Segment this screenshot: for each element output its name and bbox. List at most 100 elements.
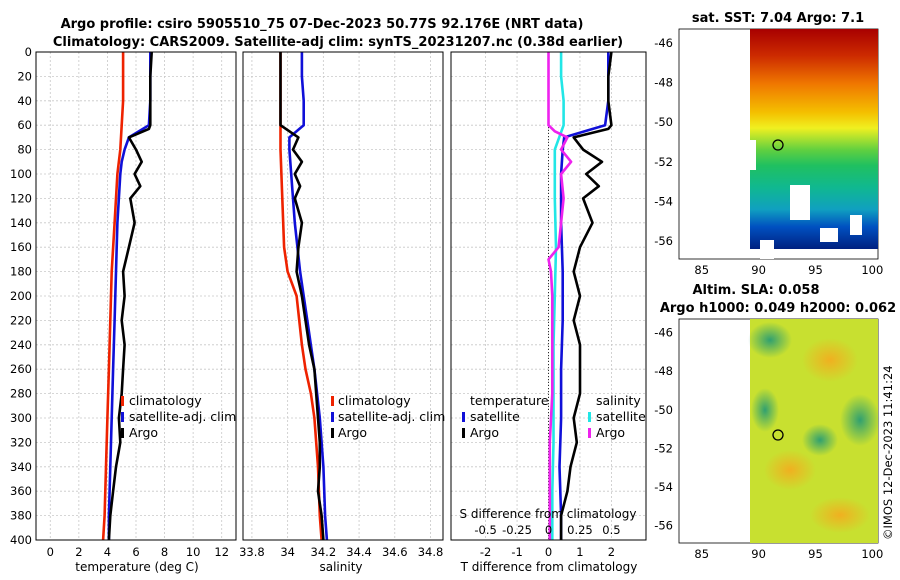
x-tick-label: 34 bbox=[280, 545, 295, 559]
y-tick-label: 0 bbox=[25, 45, 32, 59]
map-lon-tick: 85 bbox=[694, 263, 709, 277]
sla-eddy bbox=[764, 450, 816, 490]
grid bbox=[36, 51, 236, 541]
sla-argo-marker bbox=[772, 429, 784, 441]
salinity-xlabel: salinity bbox=[319, 560, 362, 574]
series-line-argo bbox=[107, 51, 153, 541]
legend-salinity-title: salinity bbox=[596, 393, 641, 408]
legend-argo-swatch bbox=[331, 428, 334, 438]
map-lat-tick: -56 bbox=[654, 519, 673, 533]
x-tick-label: -1 bbox=[511, 545, 522, 559]
difference-profile-panel: -2 -1 0 1 2 -0.5 -0.25 0 0.25 0.5 bbox=[450, 51, 647, 559]
y-tick-label: 260 bbox=[10, 362, 32, 376]
sla-map-title2: Argo h1000: 0.049 h2000: 0.062 bbox=[660, 301, 896, 316]
legend-climatology-swatch bbox=[331, 396, 334, 406]
x2-tick-label: 0.25 bbox=[567, 523, 593, 537]
legend-s-satellite-label: satellite bbox=[596, 409, 646, 424]
imos-watermark: ©IMOS 12-Dec-2023 11:41:24 bbox=[881, 365, 895, 540]
sla-eddy bbox=[802, 338, 858, 382]
legend-climatology-label: climatology bbox=[129, 393, 202, 408]
salinity-profile-panel: 33.8 34 34.2 34.4 34.6 34.8 bbox=[239, 51, 444, 559]
map-lon-tick: 90 bbox=[751, 547, 766, 561]
legend-s-argo-swatch bbox=[588, 428, 591, 438]
map-lat-tick: -50 bbox=[654, 403, 673, 417]
map-lat-tick: -46 bbox=[654, 326, 673, 340]
sst-cloud-mask bbox=[850, 215, 862, 235]
plot-frame bbox=[450, 51, 647, 541]
sst-land-mask bbox=[750, 140, 756, 170]
y-tick-label: 360 bbox=[10, 484, 32, 498]
x-tick-label: 33.8 bbox=[239, 545, 265, 559]
series-line-argo-t-diff bbox=[559, 51, 613, 540]
series-line-argo bbox=[279, 52, 325, 541]
y-tick-label: 20 bbox=[17, 69, 32, 83]
sla-eddy bbox=[810, 497, 870, 533]
y-tick-label: 240 bbox=[10, 338, 32, 352]
y-tick-label: 320 bbox=[10, 435, 32, 449]
figure-title-line2: Climatology: CARS2009. Satellite-adj cli… bbox=[53, 35, 623, 50]
sla-eddy bbox=[748, 322, 792, 358]
legend-argo-label: Argo bbox=[129, 425, 158, 440]
sst-map bbox=[678, 28, 879, 260]
series-line-satellite-adj-clim bbox=[288, 52, 329, 541]
map-lat-tick: -52 bbox=[654, 155, 673, 169]
x-tick-label: 34.8 bbox=[418, 545, 444, 559]
sst-cloud-mask bbox=[790, 185, 810, 220]
map-lon-tick: 95 bbox=[808, 547, 823, 561]
series-line-climatology bbox=[101, 52, 125, 541]
x-tick-label: 6 bbox=[132, 545, 139, 559]
series-line-climatology bbox=[279, 52, 323, 541]
y-tick-label: 140 bbox=[10, 216, 32, 230]
map-lon-tick: 100 bbox=[861, 547, 883, 561]
series-line-argo-s-diff bbox=[547, 52, 573, 540]
map-lat-tick: -56 bbox=[654, 234, 673, 248]
y-tick-label: 80 bbox=[17, 143, 32, 157]
map-lat-tick: -48 bbox=[654, 364, 673, 378]
legend-satellite-swatch bbox=[331, 412, 334, 422]
sst-map-title: sat. SST: 7.04 Argo: 7.1 bbox=[692, 11, 864, 26]
x-tick-label: 4 bbox=[104, 545, 111, 559]
figure-title-line1: Argo profile: csiro 5905510_75 07-Dec-20… bbox=[61, 17, 584, 32]
y-tick-label: 60 bbox=[17, 118, 32, 132]
y-tick-label: 100 bbox=[10, 167, 32, 181]
map-lat-tick: -54 bbox=[654, 480, 673, 494]
temperature-profile-panel: 0204060801001201401601802002202402602803… bbox=[10, 45, 237, 559]
map-lat-tick: -54 bbox=[654, 195, 673, 209]
legend-climatology-swatch bbox=[121, 396, 124, 406]
map-lon-tick: 100 bbox=[861, 263, 883, 277]
s-difference-label: S difference from climatology bbox=[460, 507, 637, 521]
sst-field bbox=[750, 29, 878, 249]
x-tick-label: 0 bbox=[47, 545, 54, 559]
x-tick-label: 0 bbox=[545, 545, 552, 559]
x-tick-label: 1 bbox=[576, 545, 583, 559]
legend-s-satellite-swatch bbox=[588, 412, 591, 422]
x2-tick-label: 0 bbox=[545, 523, 552, 537]
map-lat-tick: -50 bbox=[654, 115, 673, 129]
x2-tick-label: 0.5 bbox=[602, 523, 620, 537]
x-tick-label: 8 bbox=[161, 545, 168, 559]
difference-xlabel: T difference from climatology bbox=[460, 560, 638, 574]
temperature-xlabel: temperature (deg C) bbox=[75, 560, 198, 574]
x2-tick-label: -0.5 bbox=[474, 523, 496, 537]
y-tick-label: 280 bbox=[10, 387, 32, 401]
x-tick-label: 34.2 bbox=[311, 545, 337, 559]
legend-argo-label: Argo bbox=[338, 425, 367, 440]
legend-argo-swatch bbox=[121, 428, 124, 438]
sst-cloud-mask bbox=[820, 228, 838, 242]
sla-eddy bbox=[751, 388, 779, 432]
plot-frame bbox=[242, 51, 444, 541]
x-tick-label: 2 bbox=[75, 545, 82, 559]
map-lon-tick: 85 bbox=[694, 547, 709, 561]
plot-frame bbox=[35, 51, 237, 541]
map-lat-tick: -48 bbox=[654, 76, 673, 90]
sla-map-title1: Altim. SLA: 0.058 bbox=[693, 283, 820, 298]
legend-temperature-title: temperature bbox=[470, 393, 549, 408]
sla-map-axes: -46 -48 -50 -52 -54 -56 85 90 95 100 bbox=[654, 326, 883, 561]
y-tick-label: 40 bbox=[17, 94, 32, 108]
x-tick-label: 34.4 bbox=[346, 545, 372, 559]
x-tick-label: 2 bbox=[608, 545, 615, 559]
salinity-legend: climatology satellite-adj. clim Argo bbox=[331, 393, 445, 440]
x-tick-label: 12 bbox=[214, 545, 229, 559]
series-line-satellite-s-diff bbox=[550, 52, 565, 540]
